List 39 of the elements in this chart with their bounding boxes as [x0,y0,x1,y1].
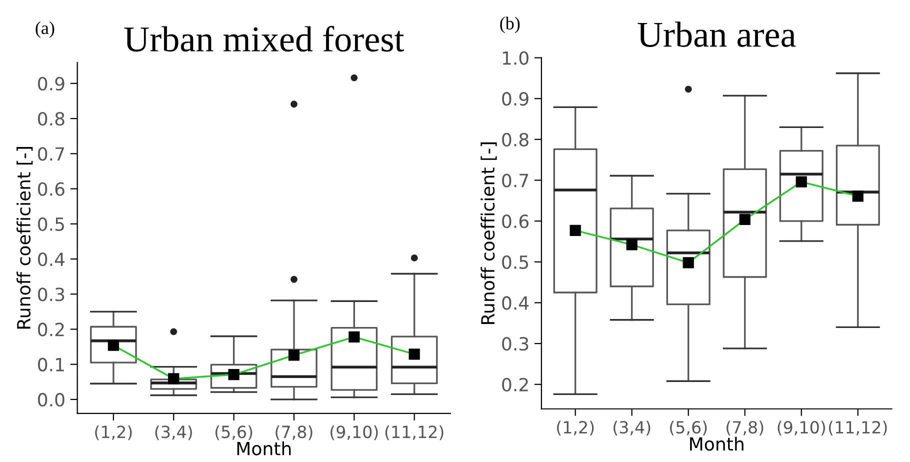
x-tick-label: (3,4) [614,420,650,436]
y-tick-label: 0.7 [38,147,64,161]
x-tick-label: (11,12) [828,420,887,436]
y-tick-label: 0.6 [502,214,529,228]
chart-title: Urban area [638,22,796,47]
x-tick-label: (7,8) [726,420,764,436]
x-tick-label: (1,2) [557,420,594,436]
y-axis-title: Runoff coefficient [-] [16,147,33,329]
x-axis-title: Month [237,441,291,456]
y-tick-label: 0.4 [38,252,65,266]
y-tick-label: 0.0 [38,392,64,407]
text: (b) [500,16,520,34]
y-tick-label: 0.6 [38,182,64,196]
x-tick-label: (5,6) [215,425,252,440]
y-tick-label: 0.2 [502,378,528,392]
x-tick-label: (3,4) [155,425,192,440]
y-tick-label: 0.5 [502,255,528,270]
x-axis-title: Month [690,436,744,451]
x-tick-label: (5,6) [670,420,707,436]
y-tick-label: 0.3 [502,337,528,351]
y-tick-label: 0.4 [502,296,529,310]
y-tick-label: 0.3 [38,288,64,302]
y-axis-title: Runoff coefficient [-] [480,142,497,324]
x-tick-label: (1,2) [95,425,132,440]
y-tick-label: 1.0 [502,51,528,65]
chart-title: Urban mixed forest [124,26,404,52]
x-tick-label: (7,8) [276,425,312,440]
x-tick-label: (11,12) [385,425,444,440]
y-tick-label: 0.8 [38,112,64,126]
text: (a) [36,21,54,38]
y-tick-label: 0.2 [38,322,64,336]
y-tick-label: 0.8 [502,132,528,147]
y-tick-label: 0.1 [38,358,64,372]
x-tick-label: (9,10) [778,420,826,436]
x-tick-label: (9,10) [330,425,378,440]
y-tick-label: 0.7 [502,174,528,188]
y-tick-label: 0.5 [38,217,64,231]
y-tick-label: 0.9 [38,76,64,91]
y-tick-label: 0.9 [502,92,528,106]
